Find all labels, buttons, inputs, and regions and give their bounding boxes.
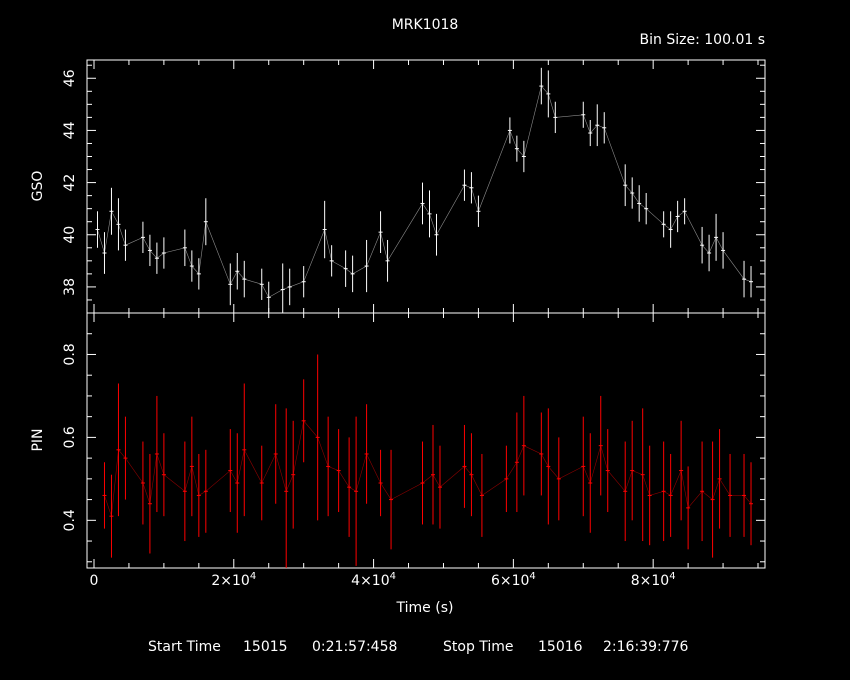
series-line — [97, 85, 752, 298]
gso-axis-label: GSO — [30, 171, 46, 202]
chart-title: MRK1018 — [392, 17, 459, 33]
pin-panel-frame — [86, 312, 766, 569]
gso-series — [95, 67, 754, 313]
x-tick-label: 2×104 — [211, 571, 256, 589]
y-tick-label: 0.4 — [62, 509, 78, 531]
x-tick-label: 0 — [90, 573, 99, 589]
y-tick-label: 44 — [62, 121, 78, 139]
y-tick-label: 38 — [62, 278, 78, 296]
pin-axis-ticks: 0.4 0.6 0.8 0 2×104 4×104 6×104 8×104 — [62, 312, 765, 589]
pin-series — [102, 354, 754, 568]
bin-size-label: Bin Size: 100.01 s — [640, 32, 765, 48]
x-tick-label: 4×104 — [351, 571, 396, 589]
stop-time-day: 15016 — [538, 639, 583, 655]
gso-axis-ticks: 38 40 42 44 46 — [62, 60, 765, 314]
start-time-day: 15015 — [243, 639, 288, 655]
y-tick-label: 0.6 — [62, 426, 78, 448]
y-tick-label: 0.8 — [62, 343, 78, 365]
x-tick-label: 6×104 — [491, 571, 536, 589]
stop-time-label: Stop Time — [443, 639, 514, 655]
y-tick-label: 42 — [62, 174, 78, 192]
x-tick-label: 8×104 — [631, 571, 676, 589]
stop-time-value: 2:16:39:776 — [603, 639, 689, 655]
y-tick-label: 46 — [62, 69, 78, 87]
y-tick-label: 40 — [62, 226, 78, 244]
time-axis-label: Time (s) — [396, 600, 454, 616]
start-time-label: Start Time — [148, 639, 221, 655]
pin-axis-label: PIN — [30, 428, 46, 451]
start-time-value: 0:21:57:458 — [312, 639, 397, 655]
series-line — [104, 420, 752, 517]
